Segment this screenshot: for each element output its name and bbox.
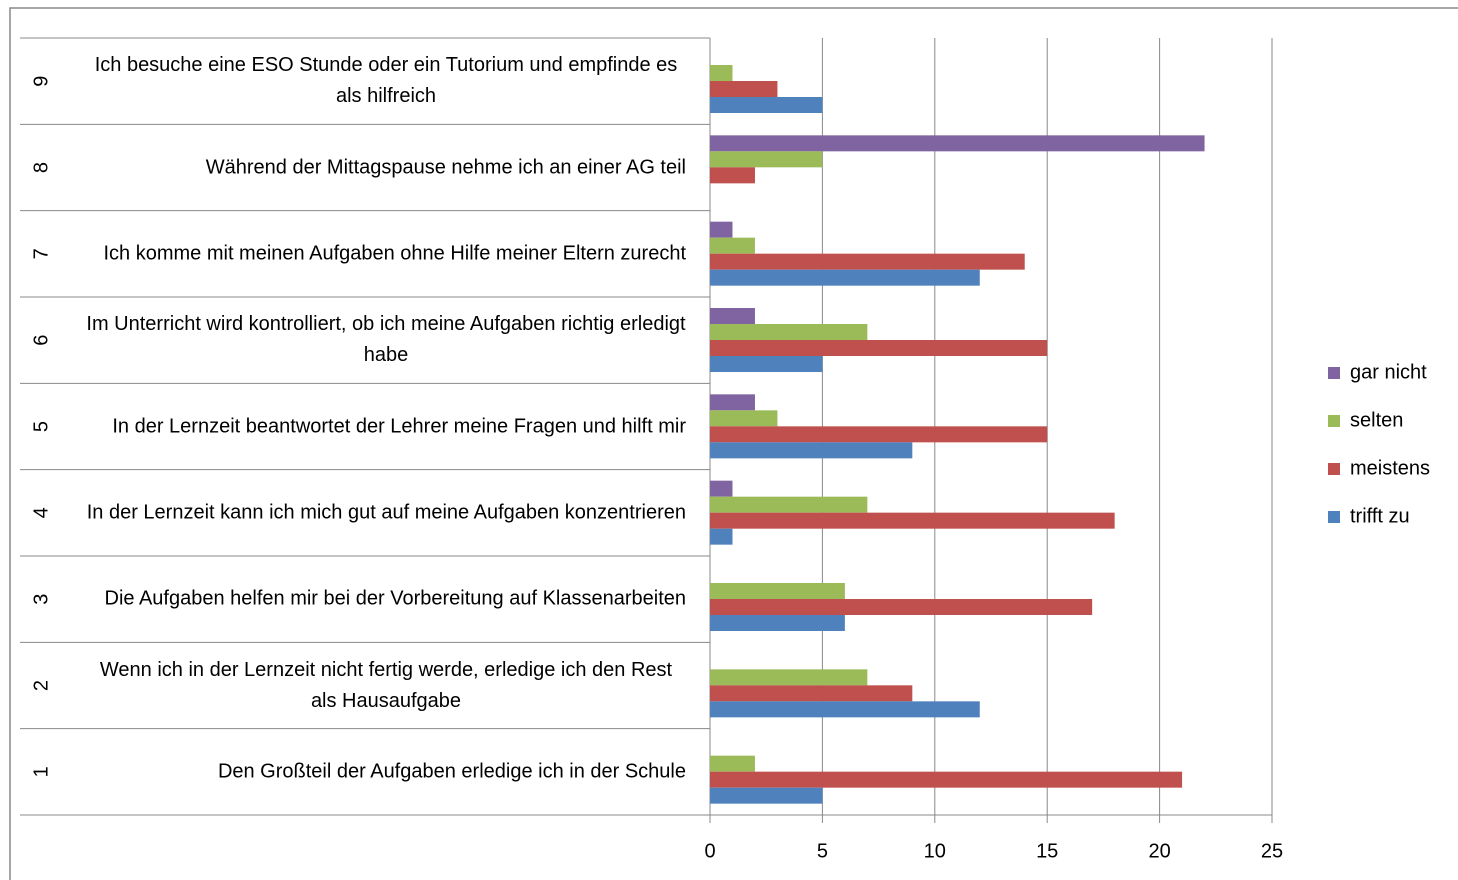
bar bbox=[710, 135, 1205, 152]
x-tick-label: 15 bbox=[1036, 840, 1058, 862]
bar bbox=[710, 787, 823, 804]
bar bbox=[710, 65, 733, 81]
category-id: 2 bbox=[30, 680, 52, 691]
category-id: 8 bbox=[30, 162, 52, 173]
legend-label: meistens bbox=[1350, 457, 1430, 479]
bar bbox=[710, 97, 823, 113]
bar bbox=[710, 528, 733, 545]
category-id: 6 bbox=[30, 335, 52, 346]
category-id: 1 bbox=[30, 766, 52, 777]
bar bbox=[710, 685, 913, 702]
bar bbox=[710, 221, 733, 238]
bar bbox=[710, 410, 778, 427]
bar bbox=[710, 701, 980, 718]
category-label: Ich besuche eine ESO Stunde oder ein Tut… bbox=[94, 54, 678, 108]
chart-frame bbox=[9, 7, 1458, 880]
legend-label: trifft zu bbox=[1350, 505, 1410, 527]
bar bbox=[710, 583, 845, 599]
x-tick-label: 0 bbox=[704, 840, 715, 862]
bar bbox=[710, 669, 868, 686]
bar bbox=[710, 426, 1048, 443]
legend-swatch bbox=[1328, 367, 1340, 379]
bar bbox=[710, 755, 755, 772]
bar bbox=[710, 81, 778, 97]
bar bbox=[710, 496, 868, 513]
bar bbox=[710, 167, 755, 184]
bar bbox=[710, 442, 913, 459]
bar bbox=[710, 324, 868, 340]
bar bbox=[710, 269, 980, 286]
bar bbox=[710, 615, 845, 631]
bar bbox=[710, 237, 755, 254]
category-id: 7 bbox=[30, 248, 52, 259]
bar bbox=[710, 356, 823, 372]
category-id: 5 bbox=[30, 421, 52, 432]
legend-label: gar nicht bbox=[1350, 361, 1427, 383]
x-tick-label: 5 bbox=[817, 840, 828, 862]
category-label: Im Unterricht wird kontrolliert, ob ich … bbox=[86, 313, 686, 367]
bar bbox=[710, 771, 1183, 788]
x-tick-label: 20 bbox=[1148, 840, 1170, 862]
category-label: Wenn ich in der Lernzeit nicht fertig we… bbox=[99, 658, 673, 712]
category-label: Den Großteil der Aufgaben erledige ich i… bbox=[217, 760, 686, 783]
bar bbox=[710, 340, 1048, 356]
category-label: Während der Mittagspause nehme ich an ei… bbox=[205, 156, 686, 178]
legend-swatch bbox=[1328, 415, 1340, 427]
bar bbox=[710, 308, 755, 324]
bar bbox=[710, 480, 733, 497]
x-tick-label: 10 bbox=[924, 840, 946, 862]
bar bbox=[710, 151, 823, 168]
bar bbox=[710, 253, 1025, 270]
category-id: 3 bbox=[30, 594, 52, 605]
legend-swatch bbox=[1328, 463, 1340, 475]
bar bbox=[710, 599, 1093, 615]
category-label: In der Lernzeit kann ich mich gut auf me… bbox=[86, 501, 686, 524]
legend-label: selten bbox=[1350, 409, 1403, 431]
category-id: 4 bbox=[30, 507, 52, 518]
category-id: 9 bbox=[30, 76, 52, 87]
x-tick-label: 25 bbox=[1261, 840, 1283, 862]
category-label: Ich komme mit meinen Aufgaben ohne Hilfe… bbox=[103, 242, 686, 265]
category-label: In der Lernzeit beantwortet der Lehrer m… bbox=[112, 415, 686, 437]
bar bbox=[710, 512, 1115, 529]
category-label: Die Aufgaben helfen mir bei der Vorberei… bbox=[104, 587, 687, 610]
bar bbox=[710, 394, 755, 411]
legend-swatch bbox=[1328, 511, 1340, 523]
